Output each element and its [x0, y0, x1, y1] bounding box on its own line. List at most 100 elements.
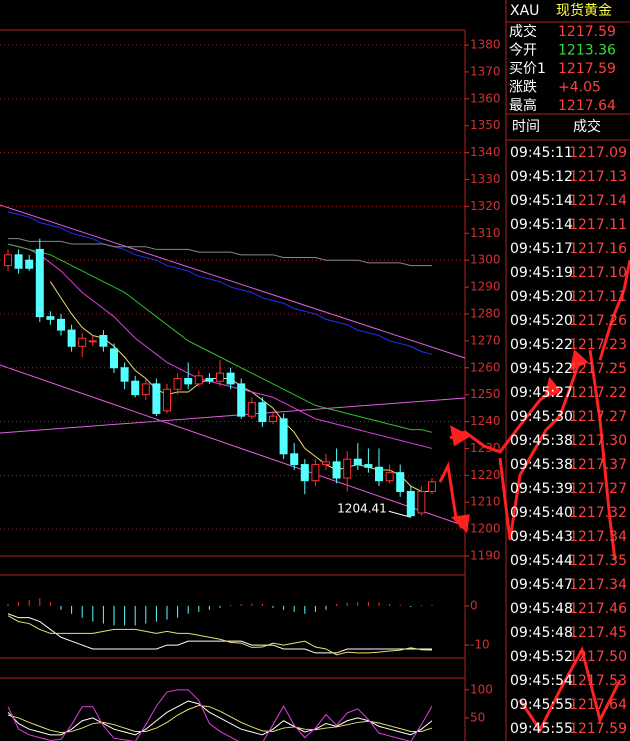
- table-header: 成交: [573, 118, 601, 135]
- candle-body: [88, 340, 97, 343]
- tick-price: 1217.45: [569, 625, 627, 641]
- candle-body: [216, 372, 224, 382]
- tick-price: 1217.50: [569, 649, 627, 665]
- indicator-line: [7, 705, 433, 734]
- tick-price: 1217.34: [569, 529, 627, 545]
- quote-label: 买价1: [509, 61, 546, 77]
- y-tick-label: 1200: [470, 522, 501, 536]
- tick-time: 09:45:12: [510, 169, 573, 185]
- y-tick-label: 1310: [470, 226, 501, 240]
- y-tick-label: 1380: [470, 38, 501, 52]
- candle-body: [332, 461, 341, 479]
- candle-body: [120, 367, 129, 382]
- candle-body: [173, 378, 182, 390]
- tick-time: 09:45:20: [510, 313, 573, 329]
- low-label: 1204.41: [337, 502, 387, 516]
- quote-value: 1217.59: [558, 61, 616, 77]
- arrow: [598, 259, 630, 361]
- candle-body: [35, 248, 44, 318]
- candle-body: [300, 464, 309, 482]
- arrow-head: [570, 349, 589, 371]
- quote-label: 最高: [509, 97, 537, 114]
- candle-body: [4, 254, 12, 267]
- tick-price: 1217.37: [569, 457, 627, 473]
- tick-price: 1217.11: [569, 217, 627, 233]
- symbol: XAU: [510, 3, 539, 19]
- tick-price: 1217.09: [569, 145, 627, 161]
- candle-body: [205, 378, 214, 382]
- y-tick-label: 1190: [470, 549, 501, 563]
- candle-body: [46, 316, 55, 320]
- tick-price: 1217.30: [569, 433, 627, 449]
- tick-time: 09:45:38: [510, 457, 573, 473]
- tick-price: 1217.22: [569, 385, 627, 401]
- candle-body: [67, 329, 76, 347]
- tick-price: 1217.35: [569, 553, 627, 569]
- tick-time: 09:45:14: [510, 193, 573, 209]
- candle-body: [406, 490, 415, 517]
- tick-price: 1217.23: [569, 337, 627, 353]
- candle-body: [364, 464, 373, 468]
- candle-body: [385, 472, 394, 482]
- quote-label: 涨跌: [509, 80, 537, 96]
- tick-price: 1217.34: [569, 577, 627, 593]
- candle-body: [141, 383, 150, 396]
- y-tick-label: 1340: [470, 145, 501, 159]
- tick-time: 09:45:55: [510, 721, 573, 737]
- candle-body: [343, 458, 352, 479]
- indicator-line: [7, 211, 433, 355]
- tick-time: 09:45:54: [510, 673, 573, 689]
- tick-time: 09:45:52: [510, 649, 573, 665]
- candle-body: [375, 466, 383, 482]
- candle-body: [226, 372, 235, 385]
- candle-body: [311, 464, 320, 482]
- tick-time: 09:45:30: [510, 409, 573, 425]
- arrow: [449, 386, 557, 454]
- candle-body: [184, 378, 193, 385]
- tick-time: 09:45:27: [510, 385, 573, 401]
- quote-value: 1217.59: [558, 24, 616, 40]
- candle-body: [57, 318, 65, 331]
- tick-price: 1217.32: [569, 505, 627, 521]
- trend-line: [0, 204, 466, 359]
- y-tick-label: 1250: [470, 387, 501, 401]
- tick-price: 1217.16: [569, 241, 627, 257]
- tick-time: 09:45:38: [510, 433, 573, 449]
- tick-time: 09:45:40: [510, 505, 573, 521]
- candle-body: [396, 472, 405, 492]
- table-header: 时间: [512, 119, 540, 135]
- trend-line: [0, 364, 466, 527]
- tick-time: 09:45:55: [510, 697, 573, 713]
- y-tick-label: 1350: [470, 118, 501, 132]
- candle-body: [99, 334, 108, 347]
- tick-time: 09:45:48: [510, 625, 573, 641]
- indicator-line: [8, 238, 432, 267]
- arrow-head: [449, 425, 472, 447]
- arrow-head: [450, 514, 470, 534]
- candle-body: [237, 383, 246, 417]
- tick-price: 1217.26: [569, 313, 627, 329]
- tick-price: 1217.11: [569, 289, 627, 305]
- indicator-line: [7, 615, 433, 656]
- candle-body: [131, 380, 140, 396]
- arrow: [498, 359, 582, 541]
- tick-price: 1217.59: [569, 721, 627, 737]
- y-tick-label: 1240: [470, 414, 501, 428]
- arrow-head: [543, 376, 563, 399]
- y-tick-label: 1320: [470, 199, 501, 213]
- candle-body: [353, 458, 362, 466]
- tick-price: 1217.10: [569, 265, 627, 281]
- arrow: [518, 645, 622, 733]
- y-tick-label: 100: [470, 682, 493, 696]
- tick-time: 09:45:19: [510, 265, 573, 281]
- quote-value: 1217.64: [558, 98, 616, 114]
- tick-time: 09:45:48: [510, 601, 573, 617]
- indicator-line: [7, 613, 432, 654]
- candle-body: [269, 415, 277, 423]
- y-tick-label: 1210: [470, 495, 501, 509]
- y-tick-label: 1300: [470, 253, 501, 267]
- quote-label: 今开: [509, 43, 537, 59]
- tick-price: 1217.14: [569, 193, 627, 209]
